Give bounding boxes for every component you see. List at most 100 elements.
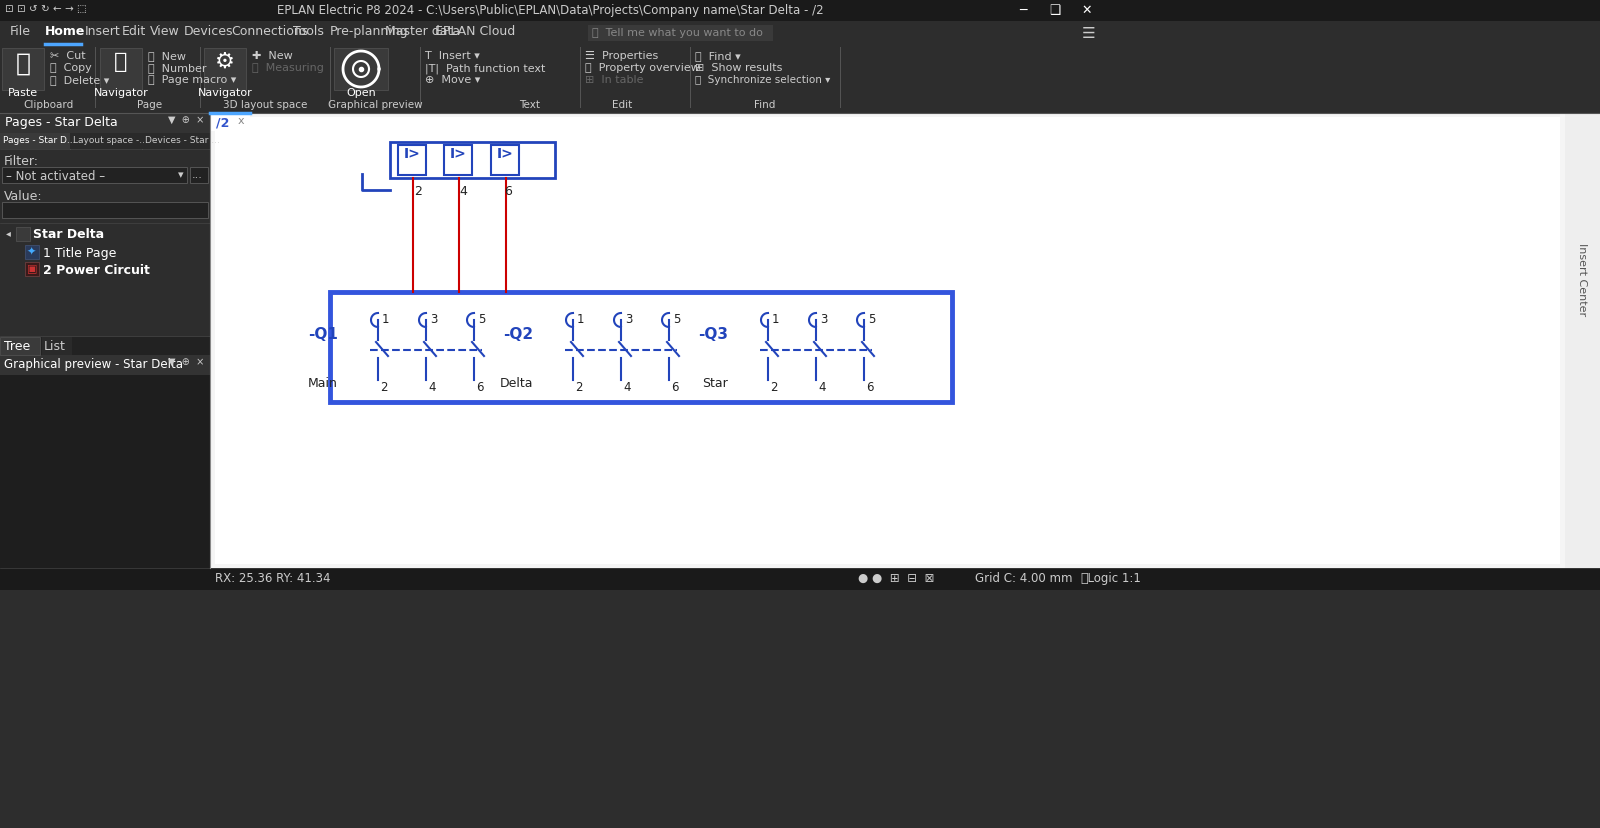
Text: ✂  Cut: ✂ Cut xyxy=(50,51,86,61)
Text: View: View xyxy=(150,25,179,38)
Text: Graphical preview - Star Delta: Graphical preview - Star Delta xyxy=(3,358,182,371)
Text: Edit: Edit xyxy=(122,25,146,38)
Text: ⊡ ⊡ ↺ ↻ ← → ⬚: ⊡ ⊡ ↺ ↻ ← → ⬚ xyxy=(5,4,86,14)
Text: – Not activated –: – Not activated – xyxy=(6,170,106,183)
Text: ⊕  Move ▾: ⊕ Move ▾ xyxy=(426,75,480,85)
Text: ✚  New: ✚ New xyxy=(253,51,293,61)
Text: -Q1: -Q1 xyxy=(309,326,338,342)
Text: 📋: 📋 xyxy=(16,52,30,76)
Text: 5: 5 xyxy=(478,313,485,325)
Bar xyxy=(334,49,387,91)
Text: ☰  Properties: ☰ Properties xyxy=(586,51,658,61)
Bar xyxy=(330,292,952,402)
Text: 1: 1 xyxy=(771,313,779,325)
Text: 2: 2 xyxy=(770,381,778,393)
Text: Clipboard: Clipboard xyxy=(22,100,74,110)
Text: Edit: Edit xyxy=(611,100,632,110)
Text: 3D layout space: 3D layout space xyxy=(222,100,307,110)
Text: Insert Center: Insert Center xyxy=(1578,243,1587,316)
Text: Value:: Value: xyxy=(3,190,43,203)
Text: File: File xyxy=(10,25,30,38)
Text: I>: I> xyxy=(496,147,514,161)
Bar xyxy=(210,114,250,132)
Text: List: List xyxy=(45,339,66,353)
Bar xyxy=(0,22,1600,46)
Text: Open: Open xyxy=(346,88,376,98)
Text: 6: 6 xyxy=(670,381,678,393)
Text: Insert: Insert xyxy=(85,25,120,38)
Bar xyxy=(0,338,210,355)
Bar xyxy=(0,376,210,568)
Text: 🔍: 🔍 xyxy=(1080,571,1088,585)
Text: ⚙: ⚙ xyxy=(214,52,235,72)
Bar xyxy=(210,114,1565,568)
Text: Devices: Devices xyxy=(184,25,234,38)
Text: RX: 25.36 RY: 41.34: RX: 25.36 RY: 41.34 xyxy=(214,571,331,585)
Bar xyxy=(99,49,142,91)
Text: 🔢  Number: 🔢 Number xyxy=(147,63,206,73)
Bar xyxy=(2,203,208,219)
Text: -Q3: -Q3 xyxy=(698,326,728,342)
Bar xyxy=(1565,114,1600,568)
Bar xyxy=(0,114,210,568)
Text: 5: 5 xyxy=(674,313,680,325)
Bar xyxy=(0,355,210,376)
Bar xyxy=(26,246,38,260)
Text: /2: /2 xyxy=(216,116,229,129)
Text: T  Insert ▾: T Insert ▾ xyxy=(426,51,480,61)
Text: Star Delta: Star Delta xyxy=(34,228,104,241)
Text: ✕: ✕ xyxy=(1082,4,1093,17)
Bar xyxy=(26,262,38,277)
Text: 4: 4 xyxy=(459,185,467,198)
Text: 🗑  Delete ▾: 🗑 Delete ▾ xyxy=(50,75,109,85)
Text: EPLAN Electric P8 2024 - C:\Users\Public\EPLAN\Data\Projects\Company name\Star D: EPLAN Electric P8 2024 - C:\Users\Public… xyxy=(277,4,824,17)
Text: 1: 1 xyxy=(382,313,389,325)
Bar xyxy=(142,134,210,150)
Bar xyxy=(589,26,773,42)
Text: Pages - Star D...: Pages - Star D... xyxy=(3,136,75,145)
Text: Page: Page xyxy=(138,100,163,110)
Text: ☰: ☰ xyxy=(1082,26,1096,41)
Text: Graphical preview: Graphical preview xyxy=(328,100,422,110)
Text: ● ●  ⊞  ⊟  ⊠: ● ● ⊞ ⊟ ⊠ xyxy=(858,571,934,585)
Text: 📊  Property overview: 📊 Property overview xyxy=(586,63,699,73)
Text: -Q2: -Q2 xyxy=(502,326,533,342)
Text: 6: 6 xyxy=(504,185,512,198)
Text: Layout space -...: Layout space -... xyxy=(74,136,147,145)
Text: Devices - Star ...: Devices - Star ... xyxy=(146,136,219,145)
Text: x: x xyxy=(238,116,245,126)
Text: 2 Power Circuit: 2 Power Circuit xyxy=(43,263,150,277)
Text: Pages - Star Delta: Pages - Star Delta xyxy=(5,116,118,129)
Text: 🔄  Synchronize selection ▾: 🔄 Synchronize selection ▾ xyxy=(694,75,830,85)
Text: ▾: ▾ xyxy=(178,170,184,180)
Text: 📑  Page macro ▾: 📑 Page macro ▾ xyxy=(147,75,237,85)
Text: 3: 3 xyxy=(430,313,437,325)
Text: 4: 4 xyxy=(818,381,826,393)
Text: 📄  New: 📄 New xyxy=(147,51,186,61)
Text: 2: 2 xyxy=(574,381,582,393)
Bar xyxy=(205,49,246,91)
Text: ❑: ❑ xyxy=(1050,4,1061,17)
Text: EPLAN Cloud: EPLAN Cloud xyxy=(435,25,515,38)
Text: 2: 2 xyxy=(381,381,387,393)
Text: Pre-planning: Pre-planning xyxy=(330,25,408,38)
Text: |T|  Path function text: |T| Path function text xyxy=(426,63,546,74)
Text: ▼  ⊕  ×: ▼ ⊕ × xyxy=(168,358,205,368)
Bar xyxy=(0,568,1600,590)
Text: 📐  Measuring: 📐 Measuring xyxy=(253,63,323,73)
Text: 1 Title Page: 1 Title Page xyxy=(43,247,117,260)
Bar xyxy=(214,118,1560,565)
Bar xyxy=(0,114,1600,132)
Bar xyxy=(0,134,210,150)
Bar xyxy=(190,168,208,184)
Text: 4: 4 xyxy=(622,381,630,393)
Text: 5: 5 xyxy=(867,313,875,325)
Text: Master data: Master data xyxy=(386,25,461,38)
Bar xyxy=(0,338,40,355)
Text: 6: 6 xyxy=(477,381,483,393)
Text: ⊞  Show results: ⊞ Show results xyxy=(694,63,782,73)
Bar xyxy=(0,114,210,134)
Text: 🔍  Find ▾: 🔍 Find ▾ xyxy=(694,51,741,61)
Bar xyxy=(42,338,72,355)
Bar xyxy=(70,134,142,150)
